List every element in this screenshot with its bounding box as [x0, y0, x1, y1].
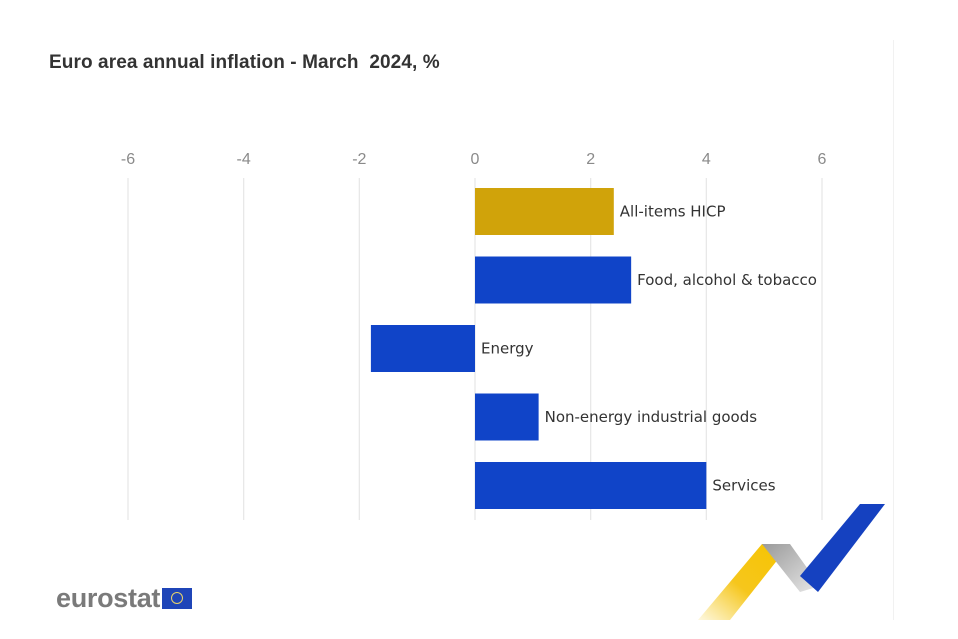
category-label: All-items HICP	[620, 203, 726, 221]
bar-food-alcohol-tobacco	[475, 256, 632, 304]
eurostat-ribbon-graphic	[698, 504, 885, 620]
x-tick-label: 4	[702, 151, 711, 168]
bar-energy	[370, 325, 475, 372]
x-tick-label: 6	[818, 151, 827, 168]
logo-text: eurostat	[56, 583, 161, 613]
category-label: Services	[712, 477, 775, 495]
bar-all-items-hicp	[475, 188, 614, 235]
category-label: Food, alcohol & tobacco	[637, 271, 817, 289]
eu-flag-icon	[162, 588, 193, 609]
panel-edge	[893, 40, 894, 620]
x-tick-label: 2	[586, 151, 595, 168]
x-axis-ticks: -6 -4 -2 0 2 4 6	[121, 151, 827, 168]
category-labels: All-items HICP Food, alcohol & tobacco Ene…	[481, 203, 817, 495]
bar-non-energy-industrial-goods	[475, 393, 539, 441]
category-label: Energy	[481, 340, 534, 358]
x-tick-label: -2	[352, 151, 366, 168]
chart-panel	[0, 0, 896, 639]
category-label: Non-energy industrial goods	[545, 408, 758, 426]
chart-title: Euro area annual inflation - March 2024,…	[49, 52, 440, 73]
ribbon-yellow	[698, 544, 790, 620]
x-tick-label: 0	[471, 151, 480, 168]
bar-services	[475, 462, 707, 509]
eurostat-logo: eurostat	[56, 583, 193, 613]
x-tick-label: -4	[237, 151, 251, 168]
x-tick-label: -6	[121, 151, 135, 168]
bars	[370, 188, 707, 509]
ribbon-blue	[800, 504, 885, 592]
